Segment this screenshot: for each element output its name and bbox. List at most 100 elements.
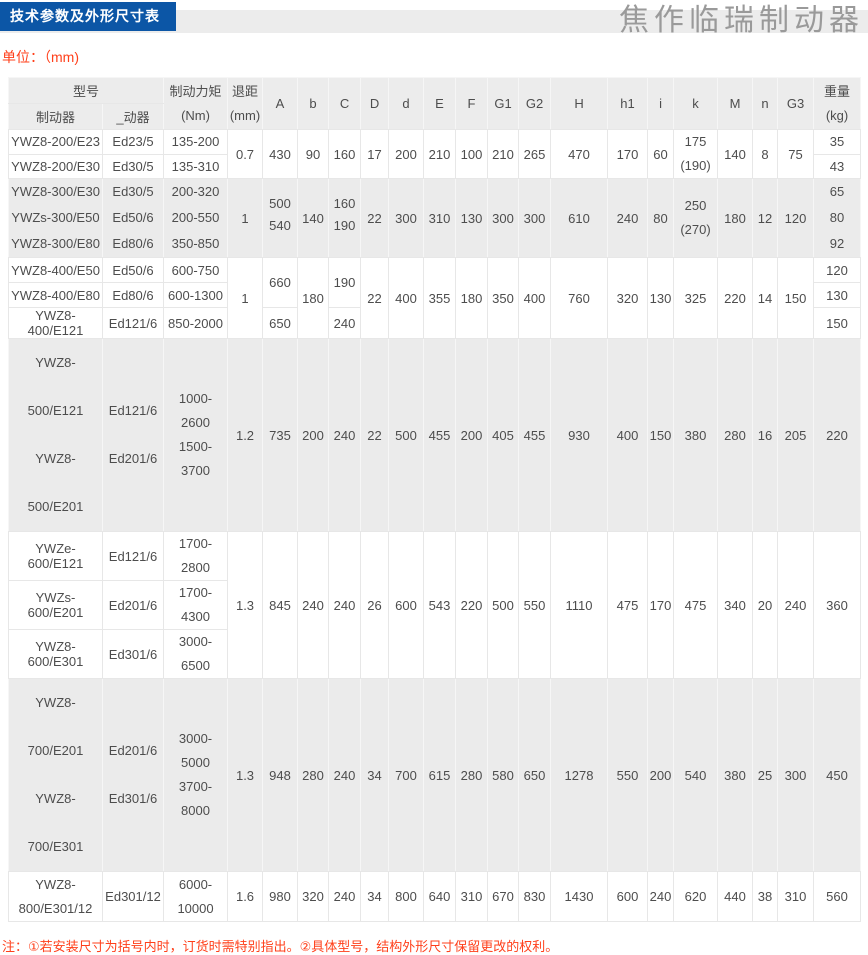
cell: Ed30/5: [101, 153, 165, 179]
header-row: 制动器 _动器: [8, 103, 861, 130]
cell-line: 重量: [824, 83, 851, 99]
cell: 100: [455, 129, 489, 179]
cell: Ed80/6: [101, 282, 165, 308]
cell: 280: [455, 678, 489, 872]
cell: 450: [813, 678, 862, 872]
cell: 240: [647, 871, 675, 922]
header-cell: 制动器: [8, 103, 103, 130]
cell: 150: [813, 307, 862, 339]
cell: 65 80 92: [813, 178, 862, 258]
cell: 1430: [550, 871, 609, 922]
spec-table-body: YWZ8-200/E23 Ed23/5 135-200 0.7 430 90 160 17 20…: [8, 129, 862, 922]
cell: 180: [297, 257, 330, 339]
cell: 160 190: [328, 178, 362, 258]
cell-line: 200-550: [171, 210, 220, 225]
cell-line: (270): [680, 222, 711, 237]
cell: 80: [647, 178, 675, 258]
cell: 310: [777, 871, 815, 922]
cell: Ed121/6: [101, 531, 165, 581]
cell: 600-1300: [163, 282, 229, 308]
cell: 580: [487, 678, 520, 872]
table-row: YWZe-600/E121 Ed121/6 1700- 2800 1.3 845 240 24…: [8, 531, 862, 679]
header-cell: G3: [777, 77, 815, 130]
brand-watermark: 焦作临瑞制动器: [619, 3, 864, 38]
cell: 350: [487, 257, 520, 339]
cell: 615: [423, 678, 457, 872]
cell: Ed201/6 Ed301/6: [101, 678, 165, 872]
cell-line: 160: [333, 195, 356, 211]
cell: 16: [752, 338, 779, 532]
cell: 300: [487, 178, 520, 258]
cell: 3000- 5000 3700- 8000: [163, 678, 229, 872]
cell-line: YWZs-300/E50: [11, 210, 100, 225]
cell: 355: [423, 257, 457, 339]
cell-line: 2600: [181, 415, 210, 430]
cell-line: 退距: [232, 83, 259, 99]
cell: 75: [777, 129, 815, 179]
cell-line: YWZ8-500/E201: [27, 451, 84, 514]
cell: 800: [388, 871, 425, 922]
cell: 200: [388, 129, 425, 179]
cell: 175 (190): [673, 129, 719, 179]
cell: YWZs-600/E201: [8, 580, 103, 630]
header-cell: G2: [518, 77, 552, 130]
cell: 120: [813, 257, 862, 283]
cell-line: 250: [684, 198, 707, 213]
cell: YWZ8- 800/E301/12: [8, 871, 103, 922]
cell: 320: [607, 257, 649, 339]
cell-line: 92: [829, 236, 845, 251]
cell-line: 175: [684, 134, 707, 149]
cell-line: 制动力矩: [169, 83, 222, 99]
cell: 550: [607, 678, 649, 872]
cell: 135-200: [163, 129, 229, 155]
cell: 300: [388, 178, 425, 258]
cell-line: YWZ8-300/E30: [11, 184, 100, 199]
cell: 1: [227, 257, 264, 339]
cell: 150: [647, 338, 675, 532]
cell-line: 5000: [181, 755, 210, 770]
cell: 17: [360, 129, 390, 179]
cell-line: 540: [269, 218, 291, 233]
cell-line: 10000: [177, 900, 214, 916]
cell-line: 3700: [181, 463, 210, 478]
cell-line: (190): [680, 158, 711, 173]
cell: 0.7: [227, 129, 264, 179]
cell: 8: [752, 129, 779, 179]
cell: 325: [673, 257, 719, 339]
cell: 550: [518, 531, 552, 679]
cell-line: 200-320: [171, 184, 220, 199]
cell: 455: [518, 338, 552, 532]
cell: 135-310: [163, 153, 229, 179]
cell: 140: [297, 178, 330, 258]
cell: 140: [717, 129, 754, 179]
cell: 240: [777, 531, 815, 679]
cell: 130: [647, 257, 675, 339]
header-cell: D: [360, 77, 390, 130]
cell: 43: [813, 153, 862, 179]
cell: 130: [455, 178, 489, 258]
table-row: YWZs-600/E201 Ed201/6 1700- 4300: [8, 580, 861, 630]
cell: 500 540: [262, 178, 299, 258]
cell: 600-750: [163, 257, 229, 283]
cell: 240: [328, 307, 362, 339]
table-row: YWZ8-200/E30 Ed30/5 135-310 43: [8, 153, 862, 179]
cell: 640: [423, 871, 457, 922]
cell: 543: [423, 531, 457, 679]
cell: 500: [388, 338, 425, 532]
cell: 310: [423, 178, 457, 258]
table-row: YWZ8-600/E301 Ed301/6 3000- 6500: [8, 629, 861, 679]
cell-line: 1500-: [178, 439, 213, 454]
cell: 400: [388, 257, 425, 339]
split-cell: 160 190: [330, 196, 359, 241]
cell: 20: [752, 531, 779, 679]
cell-line: Ed30/5: [112, 184, 154, 199]
cell: Ed201/6: [101, 580, 165, 630]
cell-line: Ed50/6: [112, 210, 154, 225]
cell-line: YWZ8-300/E80: [11, 236, 100, 251]
cell: 220: [813, 338, 862, 532]
cell: 170: [647, 531, 675, 679]
cell: 210: [487, 129, 520, 179]
cell-line: 3000-: [178, 731, 213, 746]
cell: YWZ8-700/E201 YWZ8-700/E301: [8, 678, 103, 872]
cell: 240: [328, 871, 362, 922]
